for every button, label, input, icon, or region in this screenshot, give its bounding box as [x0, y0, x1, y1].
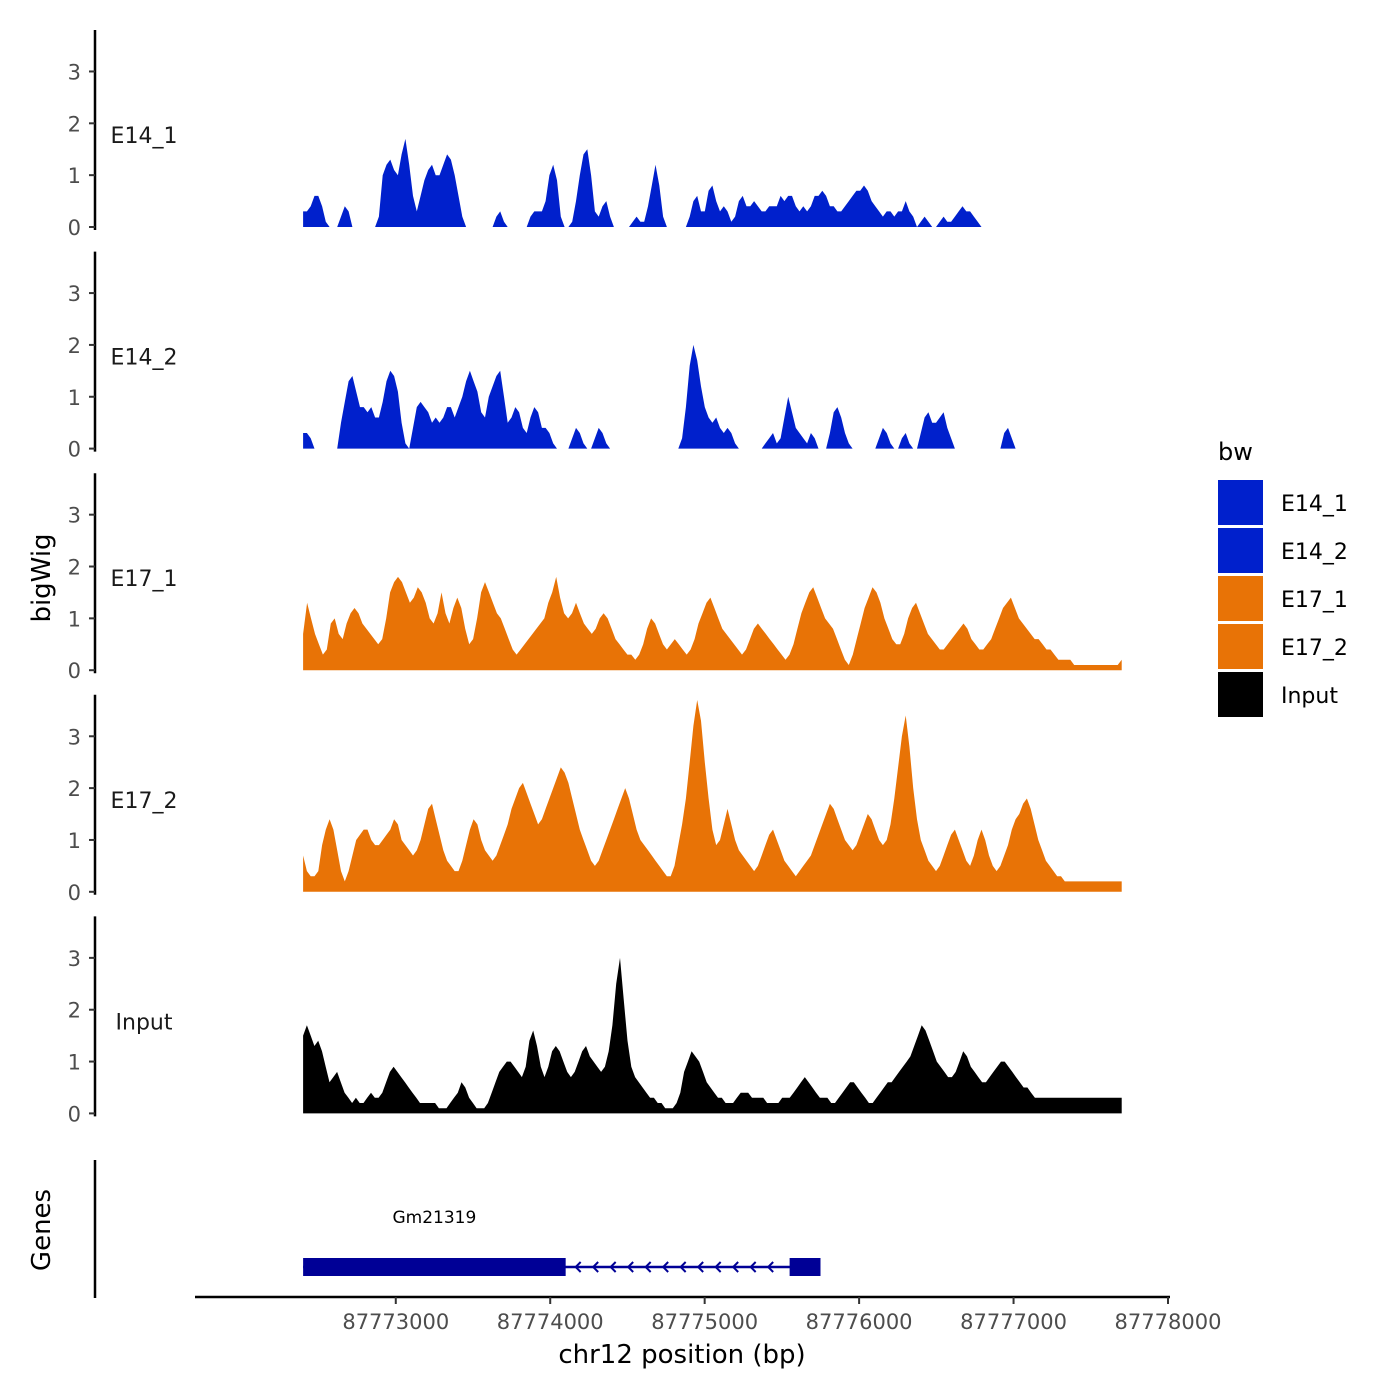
y-tick-label: 0	[68, 216, 81, 240]
coverage-area-e17-2	[303, 700, 1122, 892]
y-tick-label: 2	[68, 556, 81, 580]
genes-axis-label: Genes	[27, 1189, 57, 1271]
strand-arrow	[574, 1261, 582, 1273]
y-tick-label: 0	[68, 881, 81, 905]
legend: bw E14_1 E14_2 E17_1 E17_2 Input	[1218, 438, 1348, 717]
coverage-area-e14-1	[303, 138, 1122, 227]
y-tick-label: 1	[68, 164, 81, 188]
track-label: E14_2	[111, 346, 178, 371]
exon	[303, 1258, 566, 1276]
x-tick-label: 87775000	[651, 1310, 758, 1334]
track-e14-2: 0 1 2 3 E14_2	[68, 251, 1122, 462]
y-tick-label: 2	[68, 112, 81, 136]
legend-swatch	[1218, 576, 1263, 621]
track-e17-1: 0 1 2 3 E17_1	[68, 473, 1122, 683]
track-label: Input	[116, 1010, 173, 1035]
y-tick-label: 0	[68, 1102, 81, 1126]
y-tick-label: 2	[68, 334, 81, 358]
legend-swatch	[1218, 480, 1263, 525]
legend-swatch	[1218, 672, 1263, 717]
legend-swatch	[1218, 528, 1263, 573]
y-tick-label: 1	[68, 386, 81, 410]
legend-label: E14_2	[1281, 540, 1348, 565]
legend-item-input: Input	[1218, 672, 1338, 717]
strand-arrow	[749, 1261, 757, 1273]
strand-arrow	[626, 1261, 634, 1273]
track-e17-2: 0 1 2 3 E17_2	[68, 694, 1122, 905]
legend-title: bw	[1218, 438, 1253, 466]
y-tick-label: 3	[68, 282, 81, 306]
y-tick-label: 1	[68, 1051, 81, 1075]
y-tick-label: 3	[68, 947, 81, 971]
genes-panel: Gm21319	[93, 1160, 821, 1298]
track-input: 0 1 2 3 Input	[68, 916, 1122, 1126]
strand-arrow	[609, 1261, 617, 1273]
track-label: E14_1	[111, 124, 178, 149]
coverage-area-input	[303, 957, 1122, 1114]
strand-arrow	[661, 1261, 669, 1273]
y-tick-label: 2	[68, 999, 81, 1023]
exon	[789, 1258, 821, 1276]
y-tick-label: 2	[68, 777, 81, 801]
legend-item-e17-1: E17_1	[1218, 576, 1348, 621]
coverage-area-e17-1	[303, 576, 1122, 671]
legend-item-e17-2: E17_2	[1218, 624, 1348, 669]
strand-arrow	[696, 1261, 704, 1273]
y-tick-label: 0	[68, 438, 81, 462]
x-tick-label: 87778000	[1115, 1310, 1222, 1334]
legend-label: Input	[1281, 684, 1338, 709]
x-tick-label: 87774000	[497, 1310, 604, 1334]
x-axis: 87773000 87774000 87775000 87776000 87777000…	[195, 1295, 1222, 1334]
gene-gm21319: Gm21319	[303, 1208, 821, 1276]
gene-label: Gm21319	[392, 1208, 476, 1228]
legend-item-e14-1: E14_1	[1218, 480, 1348, 525]
coverage-area-e14-2	[303, 344, 1122, 449]
y-tick-label: 0	[68, 659, 81, 683]
y-axis-label: bigWig	[27, 533, 57, 622]
x-tick-label: 87773000	[342, 1310, 449, 1334]
x-tick-label: 87777000	[960, 1310, 1067, 1334]
strand-arrow	[766, 1261, 774, 1273]
track-label: E17_2	[111, 789, 178, 814]
strand-arrow	[679, 1261, 687, 1273]
y-tick-label: 3	[68, 504, 81, 528]
y-tick-label: 1	[68, 607, 81, 631]
track-e14-1: 0 1 2 3 E14_1	[68, 30, 1122, 240]
legend-label: E17_2	[1281, 636, 1348, 661]
y-tick-label: 1	[68, 829, 81, 853]
legend-label: E17_1	[1281, 588, 1348, 613]
strand-arrow	[714, 1261, 722, 1273]
legend-item-e14-2: E14_2	[1218, 528, 1348, 573]
strand-arrow	[644, 1261, 652, 1273]
strand-arrow	[591, 1261, 599, 1273]
legend-label: E14_1	[1281, 492, 1348, 517]
x-axis-label: chr12 position (bp)	[558, 1340, 805, 1370]
coverage-tracks: 0 1 2 3 E14_1 0 1 2 3 E14_2 0 1 2 3 E17_1 0 1 2 3 E17_2 0 1 2 3…	[68, 30, 1122, 1126]
track-label: E17_1	[111, 567, 178, 592]
x-tick-label: 87776000	[806, 1310, 913, 1334]
y-tick-label: 3	[68, 60, 81, 84]
strand-arrow	[731, 1261, 739, 1273]
y-tick-label: 3	[68, 725, 81, 749]
legend-swatch	[1218, 624, 1263, 669]
